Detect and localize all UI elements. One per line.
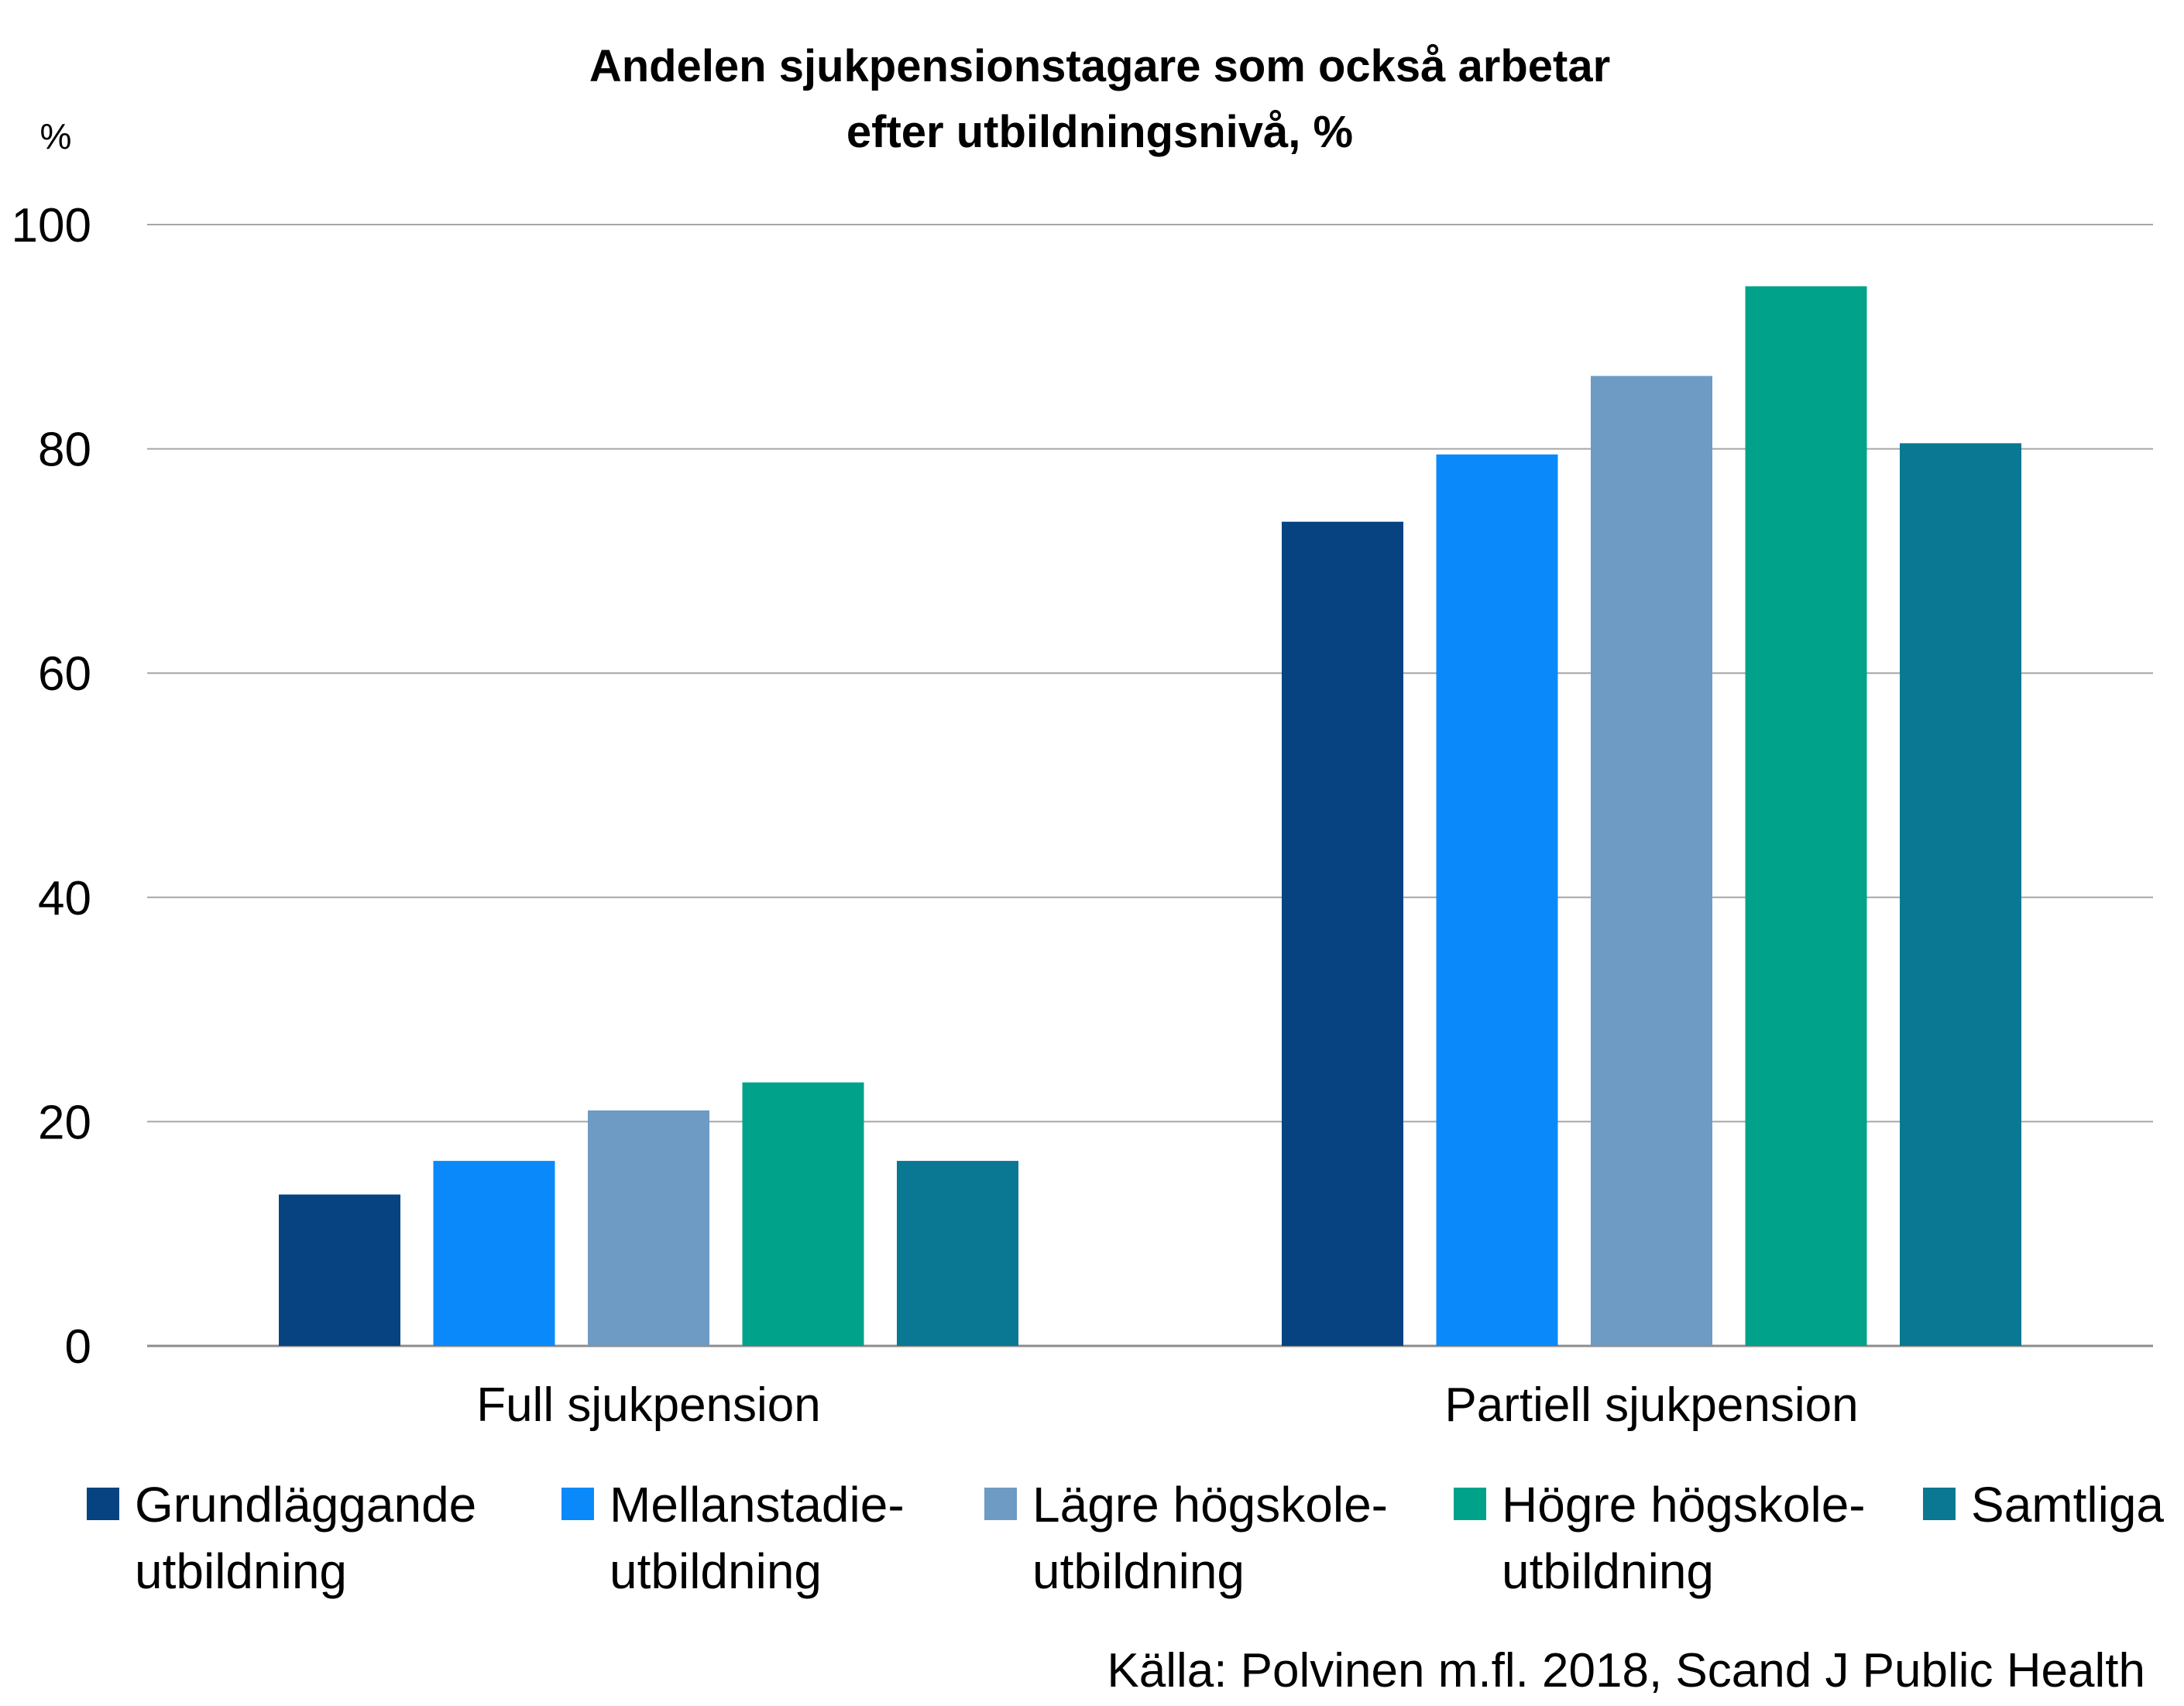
y-tick-label: 20 xyxy=(38,1096,91,1149)
legend-swatch xyxy=(984,1488,1017,1520)
legend-label: utbildning xyxy=(1032,1543,1245,1599)
bars xyxy=(279,286,2021,1347)
legend-label: Samtliga xyxy=(1971,1477,2164,1533)
x-category-label: Partiell sjukpension xyxy=(1444,1378,1858,1432)
legend-label: Högre högskole- xyxy=(1502,1477,1866,1533)
bar xyxy=(1745,286,1867,1346)
legend-label: utbildning xyxy=(1502,1543,1714,1599)
bar xyxy=(433,1161,555,1346)
source-note: Källa: Polvinen m.fl. 2018, Scand J Publ… xyxy=(1107,1644,2145,1697)
bar xyxy=(1436,454,1558,1346)
y-tick-label: 60 xyxy=(38,647,91,701)
chart-title: Andelen sjukpensionstagare som också arb… xyxy=(589,41,1610,157)
x-axis-categories: Full sjukpension Partiell sjukpension xyxy=(476,1378,1858,1432)
legend-label: utbildning xyxy=(610,1543,822,1599)
y-axis-ticks: 0 20 40 60 80 100 xyxy=(12,199,91,1374)
chart-title-line-1: Andelen sjukpensionstagare som också arb… xyxy=(589,41,1610,91)
legend-label: Grundläggande xyxy=(135,1477,476,1533)
legend-swatch xyxy=(561,1488,594,1520)
legend: Grundläggande utbildning Mellanstadie-utbi… xyxy=(87,1477,2164,1599)
x-category-label: Full sjukpension xyxy=(476,1378,821,1432)
bar xyxy=(897,1161,1018,1346)
y-tick-label: 0 xyxy=(65,1320,91,1374)
bar xyxy=(279,1194,400,1346)
legend-label: Mellanstadie- xyxy=(610,1477,905,1533)
bar xyxy=(1900,443,2021,1346)
y-tick-label: 40 xyxy=(38,872,91,925)
legend-label: utbildning xyxy=(135,1543,347,1599)
legend-label: Lägre högskole- xyxy=(1032,1477,1388,1533)
bar xyxy=(588,1110,709,1346)
bar xyxy=(742,1082,864,1346)
legend-swatch xyxy=(1454,1488,1486,1520)
chart-title-line-2: efter utbildningsnivå, % xyxy=(846,107,1353,157)
bar xyxy=(1282,521,1403,1346)
y-tick-label: 80 xyxy=(38,424,91,477)
y-tick-label: 100 xyxy=(12,199,91,252)
bar xyxy=(1591,376,1712,1347)
legend-swatch xyxy=(87,1488,119,1520)
legend-swatch xyxy=(1923,1488,1956,1520)
y-axis-unit-label: % xyxy=(40,116,72,156)
